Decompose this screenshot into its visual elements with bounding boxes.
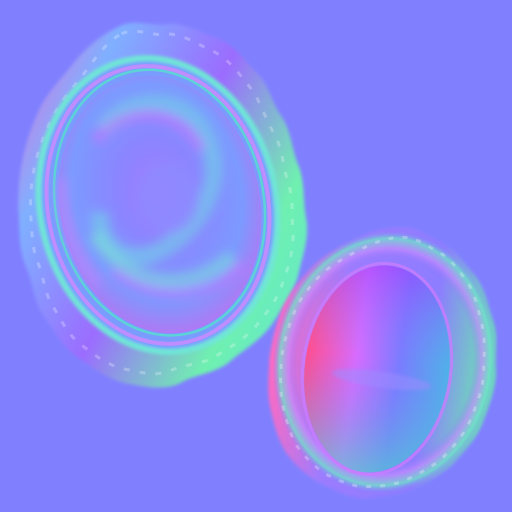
large-island-groove-highlight <box>52 68 267 337</box>
small-island-dome-highlight <box>331 369 432 391</box>
small-island-ruffle-waves <box>279 235 486 489</box>
large-island-surface-bumps <box>57 94 248 299</box>
small-island-dome-shading <box>304 265 450 473</box>
large-island-groove <box>44 64 272 346</box>
large-oval-island <box>18 22 308 388</box>
small-oval-island <box>268 227 498 499</box>
small-island-dome-edge <box>300 261 454 476</box>
large-island-ruffle-waves <box>28 29 295 376</box>
